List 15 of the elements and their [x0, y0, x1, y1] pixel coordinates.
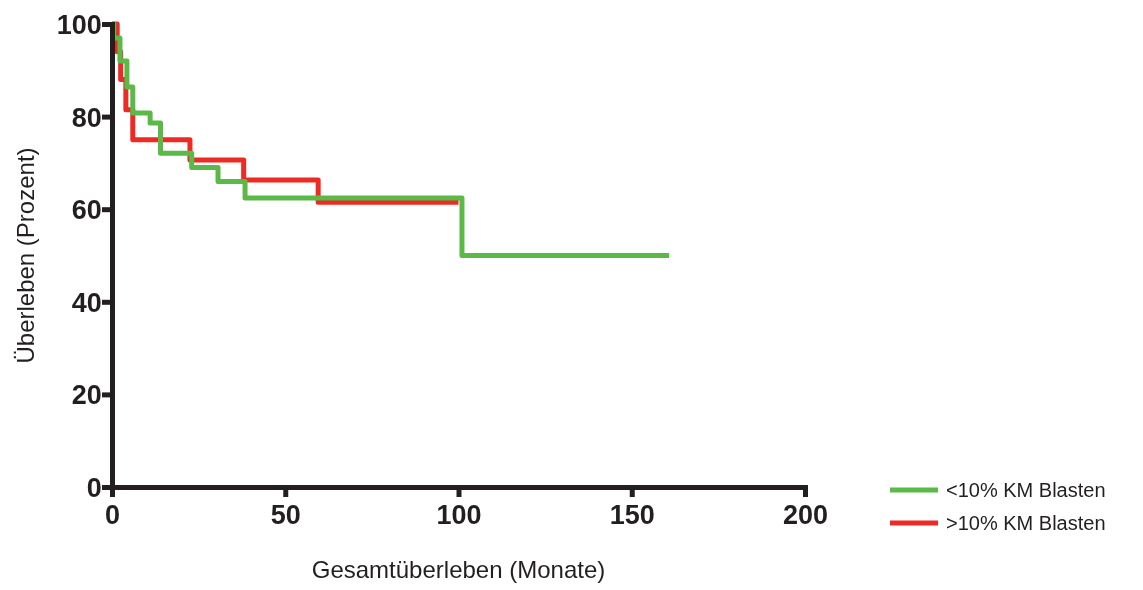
y-tick-label: 100	[56, 9, 102, 40]
legend-label: <10% KM Blasten	[946, 479, 1106, 501]
y-tick-label: 80	[71, 102, 102, 133]
x-tick-label: 50	[270, 500, 301, 531]
x-tick-label: 200	[782, 500, 829, 531]
x-tick-label: 100	[436, 500, 482, 531]
y-axis-title: Überleben (Prozent)	[12, 147, 39, 364]
y-tick-label: 0	[86, 472, 102, 503]
x-axis-title: Gesamtüberleben (Monate)	[311, 556, 606, 583]
y-tick-label: 40	[71, 287, 102, 318]
x-tick-label: 150	[609, 500, 655, 531]
y-tick-label: 60	[71, 195, 102, 226]
y-tick-label: 20	[71, 380, 102, 411]
x-tick-label: 0	[104, 500, 121, 531]
legend-label: >10% KM Blasten	[946, 512, 1106, 534]
